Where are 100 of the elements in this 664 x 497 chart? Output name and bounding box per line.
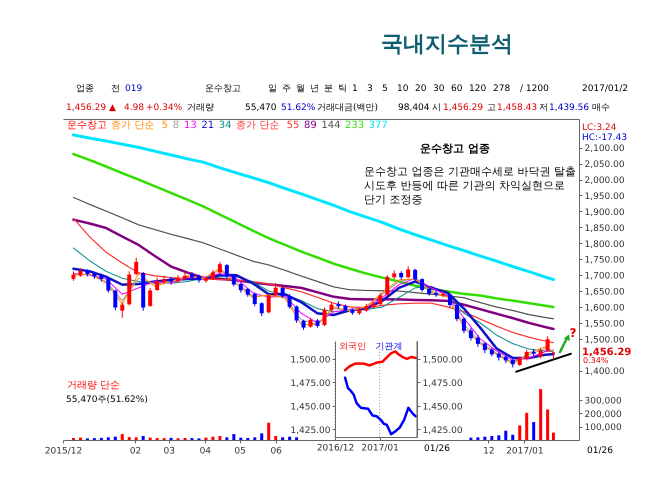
bar [142,436,145,440]
text: 4.98 [124,103,144,113]
text: 월 [296,84,305,94]
candlestick [224,263,229,279]
x-tick-label: 04 [200,446,212,456]
text: 운수창고 [67,120,107,131]
y-tick-label: 100,000 [584,423,622,434]
text: 13 [184,120,197,131]
candlestick [238,282,243,294]
y2-tick-label: 1,500.00 [422,355,463,366]
y-tick-label: 2,000.00 [584,176,625,186]
bar [497,435,500,440]
y-tick-label: 1,500.00 [584,335,625,346]
candlestick [482,342,487,354]
text: 01/26 [587,446,614,456]
text: 전 [111,84,120,94]
bar [211,436,214,440]
annotation: 55,470주(51.62%) [66,395,148,405]
bar [295,437,298,440]
annotation: 운수창고 업종 [420,142,490,155]
bar [267,422,270,440]
text: 0.34% [583,356,609,365]
bar [490,436,494,440]
candlestick [274,282,278,298]
candlestick [106,277,110,294]
bar [281,437,284,440]
candlestick [546,336,550,352]
line-series [72,196,554,320]
bar [546,410,550,440]
candlestick [148,287,152,308]
line-series [344,350,417,372]
text: 기관계 [375,342,402,352]
text: HC:-17.43 [582,133,628,143]
candlestick [538,347,543,360]
bar [134,437,138,440]
bar [114,436,117,440]
text: 233 [345,120,364,131]
candlestick [329,302,334,312]
text: 매수 [592,103,610,113]
legend-title: 종가 단순 [111,120,154,131]
x-tick-label: 12 [483,446,495,456]
text: 55,470 [245,103,277,113]
text: 주 [282,84,291,94]
candlestick [468,327,473,341]
text: 시 [432,103,441,113]
text: 89 [304,120,317,131]
text: 1,456.29 [443,103,484,113]
text: 일 [268,84,277,94]
text: 년 [310,84,319,94]
text: 2017/01/2 [582,84,628,94]
text: 278 [493,84,510,94]
text: 30 [433,84,445,94]
candlestick [322,307,326,327]
candlestick [71,270,76,282]
x-tick-label: 2016/12 [316,444,354,454]
y-tick-label: 1,650.00 [584,288,625,298]
text: 거래량 단순 [67,380,120,391]
candlestick [120,302,124,318]
text: 분 [324,84,333,94]
x-tick-label: 2017/01 [506,446,544,456]
annotation: 운수창고 업종은 기관매수세로 바닥권 탈출 시도후 반등에 따른 기관의 차익실현으로 단기 조정중 [364,165,576,206]
y-tick-label: 300,000 [584,396,622,407]
text: 1,458.43 [497,103,538,113]
y-tick-label: 200,000 [584,410,622,420]
candlestick [308,317,313,328]
x-tick-label: 02 [130,446,142,456]
y2-tick-label: 1,475.00 [422,378,463,389]
candlestick [413,268,418,282]
candlestick [134,257,138,276]
y-tick-label: 1,500.00 [290,355,331,366]
bar [128,437,131,440]
bar [260,433,264,440]
y-tick-label: 1,700.00 [584,272,625,282]
x-tick-label: 2017/01 [361,444,399,454]
candlestick [454,303,459,322]
text: / 1200 [520,84,550,94]
y-tick-label: 2,100.00 [584,144,625,154]
candlestick [260,302,264,316]
text: 34 [218,120,232,131]
bar [525,412,528,440]
text: 운수창고 [205,84,241,94]
bar [120,434,124,440]
bar [476,437,480,440]
y-tick-label: 1,450.00 [290,402,331,412]
text: 고 [487,103,496,113]
text: 60 [451,84,463,94]
candlestick [378,292,382,306]
bar [552,432,555,440]
bar [218,436,222,440]
text: 1,456.29 [582,347,632,358]
candlestick [524,349,529,362]
chart-title: 국내지수분석 [381,32,513,57]
text: 55 [286,120,300,131]
candlestick [266,293,271,314]
text: 3 [367,84,373,94]
candlestick [462,316,466,334]
text: 21 [201,120,214,131]
x-tick-label: 2015/12 [44,446,82,456]
y-tick-label: 1,950.00 [584,192,625,202]
y-tick-label: 1,425.00 [290,426,331,436]
